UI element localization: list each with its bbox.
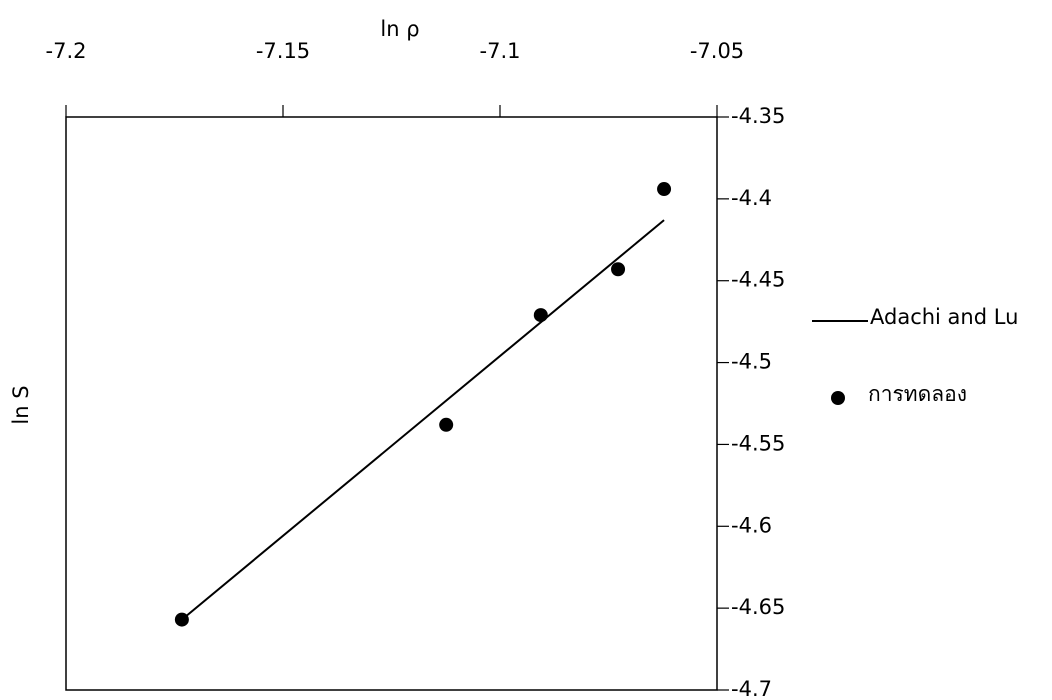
y-tick-label: -4.6 bbox=[731, 513, 772, 537]
x-axis-label: ln ρ bbox=[380, 17, 419, 41]
y-tick-label: -4.45 bbox=[731, 268, 785, 292]
y-tick-label: -4.35 bbox=[731, 104, 785, 128]
legend-label: การทดลอง bbox=[868, 382, 967, 406]
x-tick-label: -7.15 bbox=[256, 39, 310, 63]
y-tick-label: -4.7 bbox=[731, 677, 772, 700]
data-point bbox=[439, 418, 453, 432]
data-point bbox=[175, 613, 189, 627]
y-tick-label: -4.4 bbox=[731, 186, 772, 210]
legend-label: Adachi and Lu bbox=[870, 305, 1018, 329]
y-axis-label: ln S bbox=[9, 385, 33, 424]
x-tick-label: -7.2 bbox=[46, 39, 87, 63]
y-tick-label: -4.55 bbox=[731, 431, 785, 455]
x-tick-label: -7.05 bbox=[690, 39, 744, 63]
data-point bbox=[657, 182, 671, 196]
chart: ln ρ ln S -7.2 -7.15 -7.1 -7.05 -4.35 -4.4 -4.… bbox=[0, 0, 1052, 700]
data-point bbox=[534, 308, 548, 322]
x-tick-label: -7.1 bbox=[480, 39, 521, 63]
fit-line bbox=[182, 220, 664, 619]
legend-marker bbox=[831, 391, 845, 405]
data-point bbox=[611, 262, 625, 276]
y-tick-label: -4.5 bbox=[731, 350, 772, 374]
y-tick-label: -4.65 bbox=[731, 595, 785, 619]
plot-frame bbox=[66, 117, 717, 690]
